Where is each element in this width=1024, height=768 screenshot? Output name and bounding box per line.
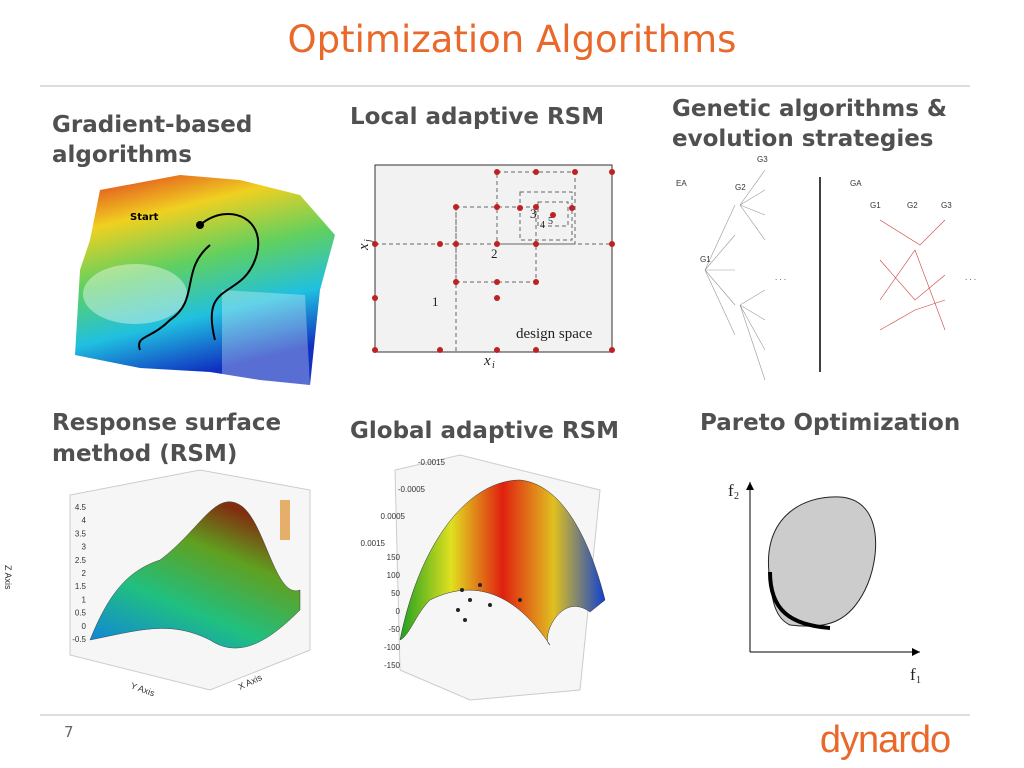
terrain-figure: Start xyxy=(75,175,335,385)
label: . . . xyxy=(775,273,786,282)
label: x xyxy=(356,243,372,251)
tick-label: 50 xyxy=(391,589,400,598)
global-rsm-figure xyxy=(394,454,606,701)
label: 3 xyxy=(530,206,537,221)
label: G2 xyxy=(735,183,746,192)
heading: Response surface xyxy=(52,410,281,436)
tick-label: 2.5 xyxy=(75,556,87,565)
tick-label: 0.5 xyxy=(75,609,87,618)
label: EA xyxy=(676,179,687,188)
slide-title: Optimization Algorithms xyxy=(288,18,737,61)
label: 2 xyxy=(491,246,498,261)
heading: Global adaptive RSM xyxy=(350,418,619,444)
tick-label: 2 xyxy=(82,569,87,578)
heading: method (RSM) xyxy=(52,441,237,467)
tick-label: 0.0005 xyxy=(381,512,406,521)
tick-label: -0.0005 xyxy=(398,485,426,494)
tick-label: 0 xyxy=(396,607,401,616)
heading: Gradient-based xyxy=(52,112,252,138)
page-number: 7 xyxy=(64,723,74,741)
rsm-figure xyxy=(69,469,311,691)
label: Start xyxy=(130,212,159,223)
label: G1 xyxy=(870,201,881,210)
tick-label: 1.5 xyxy=(75,582,87,591)
label: f xyxy=(910,665,916,684)
label: Y Axis xyxy=(129,680,156,698)
heading: algorithms xyxy=(52,142,192,168)
tick-label: 4 xyxy=(82,516,87,525)
label: 1 xyxy=(916,675,921,686)
logo: dynardo xyxy=(820,719,950,761)
label: 1 xyxy=(432,294,439,309)
label: f xyxy=(728,481,734,500)
tick-label: -0.0015 xyxy=(418,458,446,467)
tick-label: 1 xyxy=(82,595,87,604)
label: G3 xyxy=(757,155,768,164)
label: i xyxy=(492,360,495,371)
tick-label: 3.5 xyxy=(75,529,87,538)
label: 4 xyxy=(540,220,545,231)
label: Z Axis xyxy=(3,565,13,590)
label: G2 xyxy=(907,201,918,210)
tick-label: 4.5 xyxy=(75,503,87,512)
evolution-labels: EA GA G1 G2 G3 G1 G2 G3 . . . . . . xyxy=(676,155,976,282)
tick-label: -150 xyxy=(384,661,401,670)
pareto-figure xyxy=(746,482,920,656)
label: G3 xyxy=(941,201,952,210)
local-rsm-figure xyxy=(374,164,613,353)
sample-points xyxy=(372,169,615,353)
label: 5 xyxy=(548,216,553,227)
tick-label: -0.5 xyxy=(72,635,86,644)
tick-label: 3 xyxy=(82,543,87,552)
heading: Local adaptive RSM xyxy=(350,104,604,130)
heading: Genetic algorithms & xyxy=(672,96,947,122)
heading: Pareto Optimization xyxy=(700,410,960,436)
label: G1 xyxy=(700,255,711,264)
label: GA xyxy=(850,179,862,188)
label: x xyxy=(483,353,491,369)
label: j xyxy=(363,239,374,244)
heading: evolution strategies xyxy=(672,126,934,152)
tick-label: 0.0015 xyxy=(361,539,386,548)
tick-label: 150 xyxy=(387,553,401,562)
tick-label: 0 xyxy=(82,622,87,631)
label: . . . xyxy=(965,273,976,282)
evolution-figure xyxy=(704,169,946,381)
tick-label: -100 xyxy=(384,643,401,652)
tick-label: 100 xyxy=(387,571,401,580)
label: 2 xyxy=(734,491,739,502)
tick-label: -50 xyxy=(388,625,400,634)
point-labels: 1 2 3 4 5 design space x i x j xyxy=(356,206,593,371)
label: design space xyxy=(516,326,593,342)
pareto-labels: f 1 f 2 xyxy=(728,481,921,686)
